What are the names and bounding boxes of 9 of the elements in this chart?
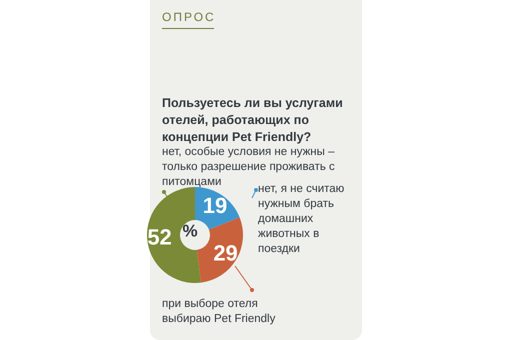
donut-slice [147,187,202,283]
data-label: 29 [213,240,238,266]
data-label: 19 [202,193,228,218]
chart-title: Пользуетесь ли вы услугами отелей, работающих по концепции Pet Friendly? [162,95,344,146]
text: % [182,222,198,240]
slice-label: при выборе отеля выбираю Pet Friendly [162,297,276,327]
legend-label: нет, я не считаю нужным брать домашних животных в поездки [258,182,346,257]
data-label: 52 [147,224,172,250]
chart-subtitle: ОПРОС [162,10,216,29]
